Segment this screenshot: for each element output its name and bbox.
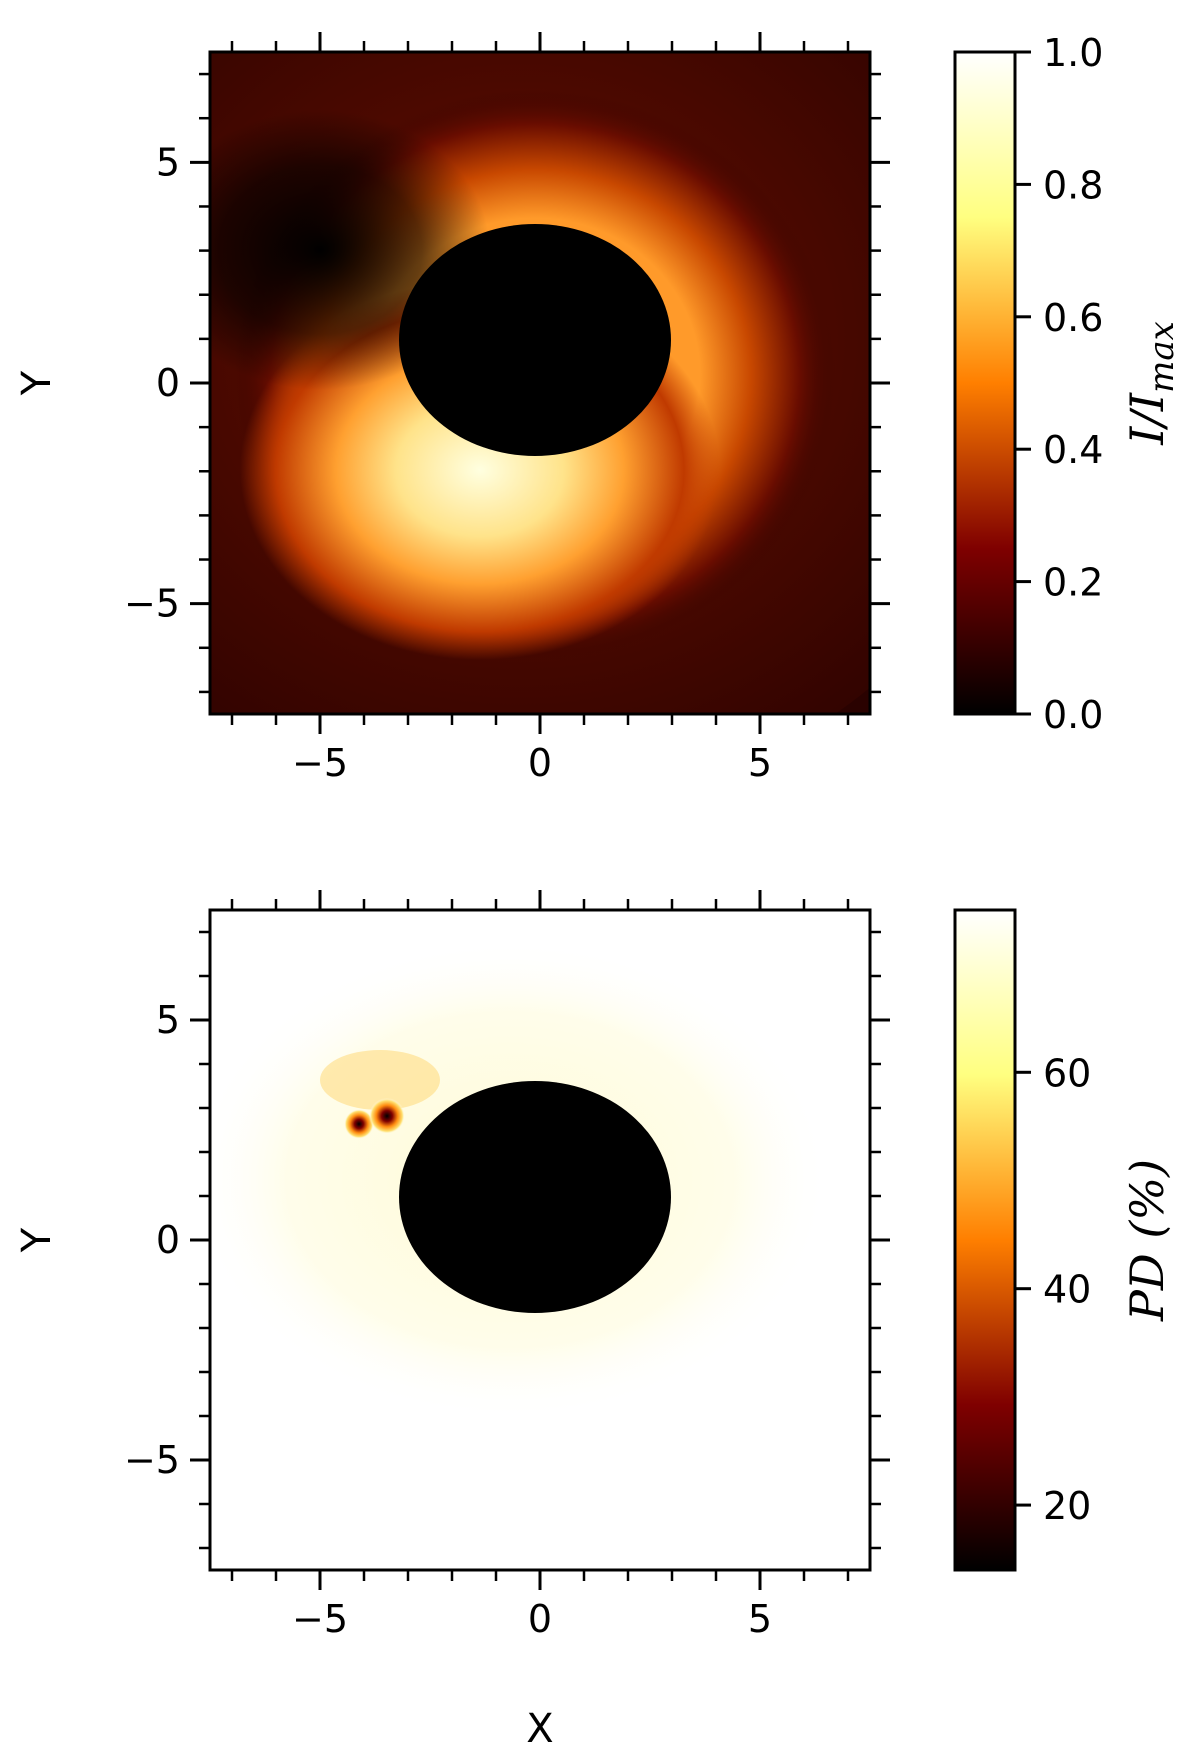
- intensity-panel: −5 0 5 −5 0 5 Y 0.0 0.2 0.4 0.6 0.8 1.0 I/Imax: [14, 31, 1182, 785]
- polarization-panel: −5 0 5 −5 0 5 Y X 20 40 60 PD (%): [14, 890, 1174, 1752]
- intensity-cbar-tick-label: 0.0: [1043, 693, 1103, 737]
- intensity-cbar-tick-label: 1.0: [1043, 31, 1103, 75]
- intensity-x-tick-label: 0: [528, 741, 552, 785]
- pd-cbar-tick-label: 60: [1043, 1051, 1091, 1095]
- pd-x-tick-label: 0: [528, 1597, 552, 1641]
- polarization-image: [210, 910, 870, 1570]
- intensity-y-axis-label: Y: [14, 370, 60, 396]
- pd-cbar-tick-label: 20: [1043, 1484, 1091, 1528]
- pd-x-tick-label: 5: [748, 1597, 772, 1641]
- pd-spot-right: [369, 1098, 405, 1134]
- pd-y-tick-label: 0: [156, 1218, 180, 1262]
- pd-streak: [320, 1050, 440, 1110]
- intensity-y-tick-label: 0: [156, 361, 180, 405]
- intensity-colorbar-ticks: 0.0 0.2 0.4 0.6 0.8 1.0: [1015, 31, 1103, 737]
- pd-colorbar-label: PD (%): [1120, 1159, 1174, 1322]
- pd-ticks: −5 0 5 −5 0 5: [124, 890, 890, 1641]
- intensity-cbar-tick-label: 0.8: [1043, 163, 1103, 207]
- intensity-y-tick-label: −5: [124, 582, 180, 626]
- intensity-cbar-tick-label: 0.4: [1043, 428, 1103, 472]
- intensity-cbar-tick-label: 0.2: [1043, 561, 1103, 605]
- intensity-cbar-tick-label: 0.6: [1043, 296, 1103, 340]
- pd-cbar-tick-label: 40: [1043, 1268, 1091, 1312]
- pd-x-tick-label: −5: [292, 1597, 348, 1641]
- pd-spot-left: [344, 1109, 374, 1139]
- pd-y-tick-label: 5: [156, 998, 180, 1042]
- pd-colorbar-frame: [953, 908, 1017, 1572]
- shadow-region: [399, 224, 671, 456]
- intensity-colorbar: [955, 52, 1015, 714]
- intensity-image: [210, 52, 870, 714]
- pd-x-axis-label: X: [526, 1706, 553, 1752]
- pd-colorbar: [955, 910, 1015, 1570]
- intensity-y-tick-label: 5: [156, 140, 180, 184]
- intensity-ticks: −5 0 5 −5 0 5: [124, 32, 890, 785]
- intensity-x-tick-label: −5: [292, 741, 348, 785]
- pd-y-axis-label: Y: [14, 1227, 60, 1253]
- intensity-x-tick-label: 5: [748, 741, 772, 785]
- pd-y-tick-label: −5: [124, 1438, 180, 1482]
- pd-colorbar-ticks: 20 40 60: [1015, 1051, 1091, 1528]
- intensity-colorbar-frame: [953, 50, 1017, 716]
- pd-shadow-region: [399, 1081, 671, 1313]
- intensity-colorbar-label: I/Imax: [1120, 321, 1182, 446]
